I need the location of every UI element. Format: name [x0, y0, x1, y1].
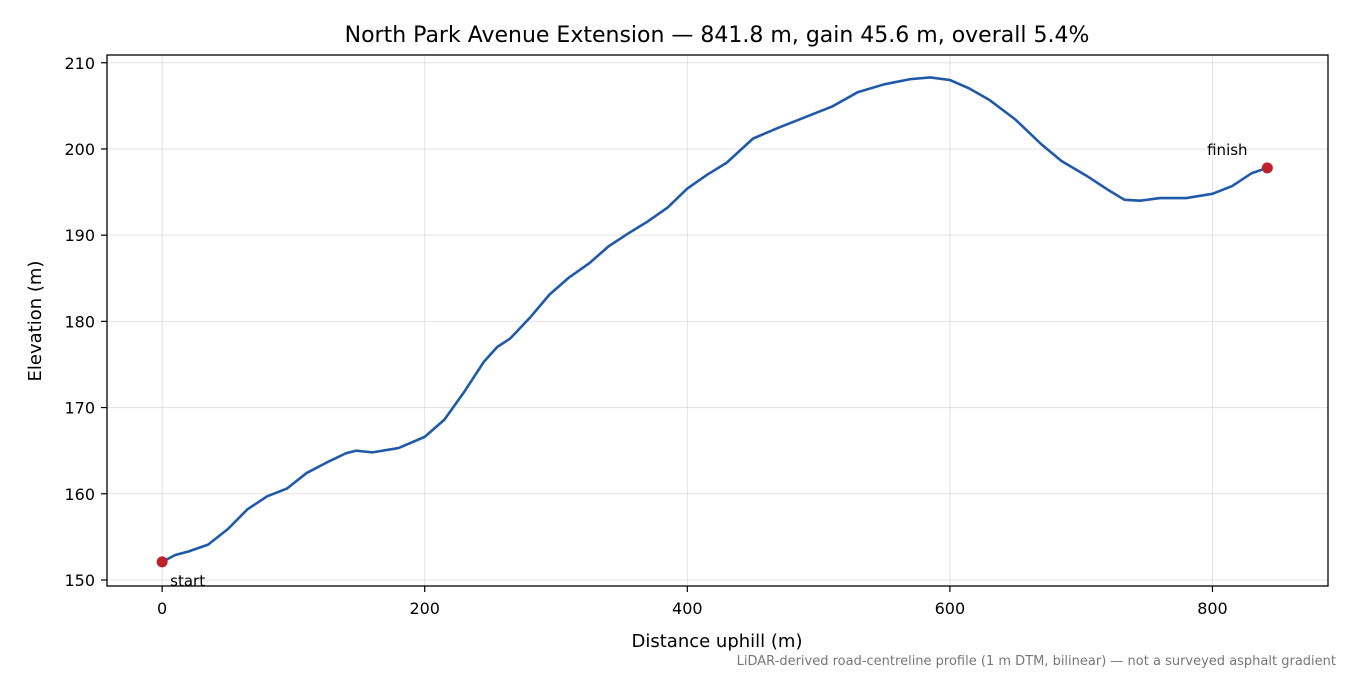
y-tick-label: 160	[64, 485, 95, 504]
y-tick-label: 200	[64, 140, 95, 159]
plot-frame	[106, 54, 1329, 587]
chart-title: North Park Avenue Extension — 841.8 m, g…	[345, 23, 1090, 48]
x-axis-label: Distance uphill (m)	[632, 631, 803, 652]
y-tick-label: 190	[64, 226, 95, 245]
finish-annotation: finish	[1207, 141, 1247, 159]
finish-marker	[1261, 162, 1273, 174]
x-tick-label: 0	[157, 599, 167, 618]
y-tick-label: 180	[64, 312, 95, 331]
x-tick-label: 200	[409, 599, 440, 618]
y-axis-label: Elevation (m)	[25, 261, 46, 382]
x-tick-label: 800	[1197, 599, 1228, 618]
elevation-line	[160, 76, 1269, 564]
y-tick-label: 170	[64, 399, 95, 418]
grid	[107, 55, 1328, 586]
y-tick-label: 210	[64, 54, 95, 73]
axis-ticks: 0 200 400 600 800 150 160 170 180 190 200 210	[64, 54, 1227, 618]
start-marker	[156, 556, 168, 568]
x-tick-label: 400	[672, 599, 703, 618]
start-annotation: start	[170, 572, 205, 590]
y-tick-label: 150	[64, 571, 95, 590]
x-tick-label: 600	[935, 599, 966, 618]
chart-caption: LiDAR-derived road-centreline profile (1…	[737, 654, 1336, 669]
